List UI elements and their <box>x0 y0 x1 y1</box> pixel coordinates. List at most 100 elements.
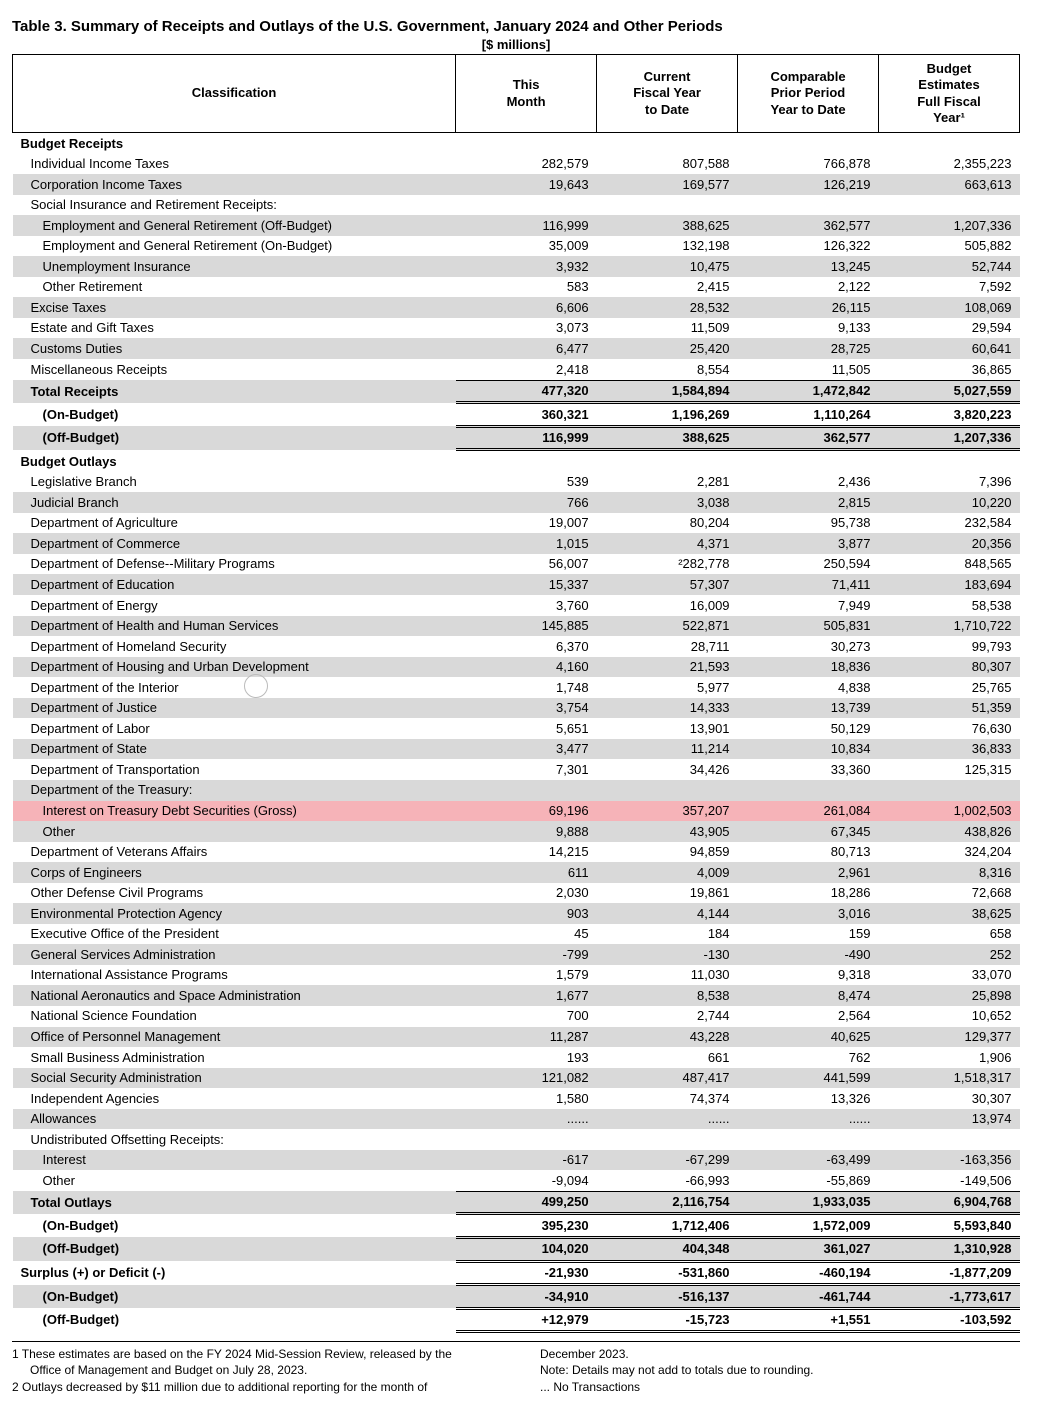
row-label: Department of Energy <box>13 595 456 616</box>
cell-value: 6,904,768 <box>879 1191 1020 1214</box>
row-label: Customs Duties <box>13 338 456 359</box>
cell-value: 539 <box>456 472 597 493</box>
table-row: Department of Transportation7,30134,4263… <box>13 759 1020 780</box>
cell-value: -1,877,209 <box>879 1261 1020 1285</box>
cell-value: 1,710,722 <box>879 616 1020 637</box>
row-label: Corporation Income Taxes <box>13 174 456 195</box>
cell-value: 2,355,223 <box>879 154 1020 175</box>
cell-value: 30,307 <box>879 1088 1020 1109</box>
cell-value: 8,538 <box>597 985 738 1006</box>
cell-value: 2,436 <box>738 472 879 493</box>
row-label: Total Receipts <box>13 380 456 403</box>
cell-value: 766,878 <box>738 154 879 175</box>
table-row: Total Receipts477,3201,584,8941,472,8425… <box>13 380 1020 403</box>
col-header-label: Classification <box>192 85 277 100</box>
cell-value: 38,625 <box>879 903 1020 924</box>
row-label: Surplus (+) or Deficit (-) <box>13 1261 456 1285</box>
table-row: Excise Taxes6,60628,53226,115108,069 <box>13 297 1020 318</box>
footnotes: 1 These estimates are based on the FY 20… <box>12 1341 1020 1395</box>
cell-value: 5,593,840 <box>879 1214 1020 1238</box>
cell-value: 250,594 <box>738 554 879 575</box>
cell-value: 159 <box>738 924 879 945</box>
table-row: Department of Veterans Affairs14,21594,8… <box>13 842 1020 863</box>
cell-value: 67,345 <box>738 821 879 842</box>
row-label: (On-Budget) <box>13 1214 456 1238</box>
cell-value: 261,084 <box>738 801 879 822</box>
cell-value: 7,301 <box>456 759 597 780</box>
cell-value: 2,961 <box>738 862 879 883</box>
cell-value: -461,744 <box>738 1285 879 1309</box>
cell-value: 80,307 <box>879 657 1020 678</box>
cell-value: 1,933,035 <box>738 1191 879 1214</box>
cell-value: 2,564 <box>738 1006 879 1027</box>
cell-value: 6,606 <box>456 297 597 318</box>
cell-value: 1,518,317 <box>879 1068 1020 1089</box>
cell-value: 11,030 <box>597 965 738 986</box>
row-label: National Science Foundation <box>13 1006 456 1027</box>
cell-value: 2,030 <box>456 883 597 904</box>
cell-value: 1,712,406 <box>597 1214 738 1238</box>
cell-value: 10,220 <box>879 492 1020 513</box>
cell-value: 362,577 <box>738 426 879 450</box>
cell-value: 762 <box>738 1047 879 1068</box>
row-label: Employment and General Retirement (On-Bu… <box>13 236 456 257</box>
row-label: Other <box>13 1170 456 1191</box>
cell-value: 1,002,503 <box>879 801 1020 822</box>
cell-value <box>597 780 738 801</box>
cell-value: 2,815 <box>738 492 879 513</box>
cell-value: 388,625 <box>597 215 738 236</box>
table-row: (Off-Budget)104,020404,348361,0271,310,9… <box>13 1237 1020 1261</box>
row-label: Excise Taxes <box>13 297 456 318</box>
cell-value: 57,307 <box>597 574 738 595</box>
cell-value: 25,420 <box>597 338 738 359</box>
row-label: (Off-Budget) <box>13 426 456 450</box>
footnote-text: 1 These estimates are based on the FY 20… <box>12 1347 452 1361</box>
table-row: Department of Health and Human Services1… <box>13 616 1020 637</box>
cell-value: 7,592 <box>879 277 1020 298</box>
cell-value: 126,322 <box>738 236 879 257</box>
cell-value: 36,865 <box>879 359 1020 380</box>
table-units: [$ millions] <box>12 37 1020 52</box>
cell-value: 357,207 <box>597 801 738 822</box>
footnote-text: 2 Outlays decreased by $11 million due t… <box>12 1380 427 1394</box>
cell-value: 20,356 <box>879 533 1020 554</box>
cell-value: 132,198 <box>597 236 738 257</box>
cell-value: -163,356 <box>879 1150 1020 1171</box>
cell-value: 848,565 <box>879 554 1020 575</box>
cell-value: 663,613 <box>879 174 1020 195</box>
table-row: Interest on Treasury Debt Securities (Gr… <box>13 801 1020 822</box>
col-header-label: Current Fiscal Year to Date <box>633 69 701 117</box>
cell-value: 3,754 <box>456 698 597 719</box>
cell-value: 1,580 <box>456 1088 597 1109</box>
summary-table: Classification This Month Current Fiscal… <box>12 54 1020 1333</box>
table-row: Department of Defense--Military Programs… <box>13 554 1020 575</box>
table-row: Department of Homeland Security6,37028,7… <box>13 636 1020 657</box>
cell-value <box>738 780 879 801</box>
row-label: International Assistance Programs <box>13 965 456 986</box>
cell-value: 2,281 <box>597 472 738 493</box>
cell-value: 126,219 <box>738 174 879 195</box>
row-label: Interest on Treasury Debt Securities (Gr… <box>13 801 456 822</box>
cell-value: 4,838 <box>738 677 879 698</box>
cell-value <box>738 1129 879 1150</box>
cell-value: 2,122 <box>738 277 879 298</box>
cell-value: 11,509 <box>597 318 738 339</box>
cell-value: -130 <box>597 944 738 965</box>
cell-value: 1,677 <box>456 985 597 1006</box>
table-row: Undistributed Offsetting Receipts: <box>13 1129 1020 1150</box>
cell-value: 3,073 <box>456 318 597 339</box>
cell-value: 1,748 <box>456 677 597 698</box>
table-row: General Services Administration-799-130-… <box>13 944 1020 965</box>
table-row: Office of Personnel Management11,28743,2… <box>13 1027 1020 1048</box>
cell-value: 9,318 <box>738 965 879 986</box>
col-header-label: Budget Estimates Full Fiscal Year¹ <box>917 61 981 125</box>
cell-value: 116,999 <box>456 215 597 236</box>
table-row: (On-Budget)395,2301,712,4061,572,0095,59… <box>13 1214 1020 1238</box>
table-row: Department of Housing and Urban Developm… <box>13 657 1020 678</box>
cell-value: 11,214 <box>597 739 738 760</box>
table-row: Department of Justice3,75414,33313,73951… <box>13 698 1020 719</box>
cell-value: 1,584,894 <box>597 380 738 403</box>
row-label: National Aeronautics and Space Administr… <box>13 985 456 1006</box>
cell-value: 45 <box>456 924 597 945</box>
cell-value: 193 <box>456 1047 597 1068</box>
